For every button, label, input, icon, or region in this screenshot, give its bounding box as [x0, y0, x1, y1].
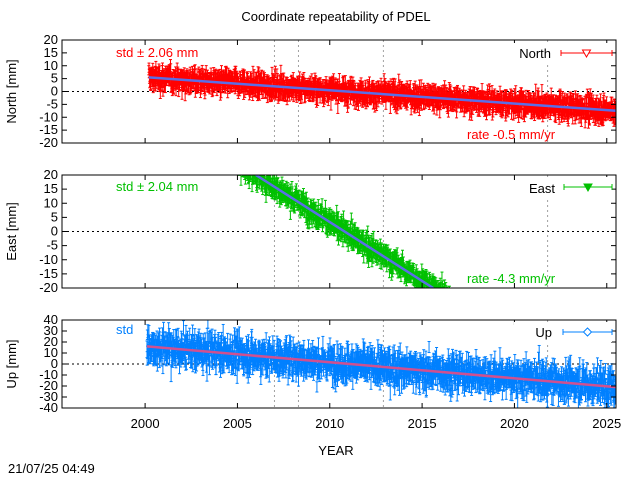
- x-tick-label: 2015: [408, 416, 437, 431]
- y-tick-label: 30: [44, 323, 58, 338]
- legend-east: East: [517, 177, 613, 197]
- y-tick-label: 20: [44, 32, 58, 47]
- y-tick-label: -20: [39, 378, 58, 393]
- y-tick-label: -20: [39, 280, 58, 295]
- chart-title: Coordinate repeatability of PDEL: [241, 9, 430, 24]
- y-tick-label: 0: [51, 356, 58, 371]
- y-tick-label: 20: [44, 167, 58, 182]
- timestamp: 21/07/25 04:49: [8, 461, 95, 476]
- y-tick-label: -15: [39, 266, 58, 281]
- y-tick-label: -10: [39, 252, 58, 267]
- y-tick-label: 15: [44, 45, 58, 60]
- y-tick-label: 10: [44, 195, 58, 210]
- y-axis-label-east: East [mm]: [4, 202, 19, 261]
- legend-label: North: [519, 46, 551, 61]
- std-label-up: std: [116, 322, 133, 337]
- y-tick-label: 10: [44, 58, 58, 73]
- y-tick-label: -20: [39, 135, 58, 150]
- y-tick-label: 10: [44, 345, 58, 360]
- y-axis-label-up: Up [mm]: [4, 339, 19, 388]
- y-tick-label: 5: [51, 71, 58, 86]
- diamond-marker-icon: [582, 327, 593, 337]
- triangle-marker-icon: [581, 49, 592, 59]
- triangle-marker-icon: [583, 183, 593, 193]
- y-tick-label: 20: [44, 334, 58, 349]
- x-axis-label: YEAR: [318, 443, 353, 458]
- rate-label-east: rate -4.3 mm/yr: [467, 271, 556, 286]
- x-tick-label: 2010: [315, 416, 344, 431]
- legend-north: North: [513, 43, 613, 63]
- trend-line-up: [146, 345, 616, 389]
- y-tick-label: -30: [39, 389, 58, 404]
- y-tick-label: -5: [46, 238, 58, 253]
- rate-label-north: rate -0.5 mm/yr: [467, 127, 556, 142]
- y-tick-label: 40: [44, 312, 58, 327]
- legend-label: Up: [535, 325, 552, 340]
- y-tick-label: -10: [39, 367, 58, 382]
- y-tick-label: 5: [51, 209, 58, 224]
- y-axis-label-north: North [mm]: [4, 59, 19, 123]
- y-tick-label: 0: [51, 84, 58, 99]
- y-tick-label: -5: [46, 96, 58, 111]
- std-label-north: std ± 2.06 mm: [116, 45, 198, 60]
- data-points-east: [237, 175, 452, 288]
- x-tick-label: 2000: [131, 416, 160, 431]
- y-tick-label: -10: [39, 109, 58, 124]
- y-tick-label: 0: [51, 224, 58, 239]
- x-tick-label: 2005: [223, 416, 252, 431]
- x-tick-label: 2020: [500, 416, 529, 431]
- y-tick-label: -40: [39, 400, 58, 415]
- legend-up: Up: [514, 322, 613, 342]
- legend-label: East: [529, 181, 555, 196]
- trend-line-east: [255, 175, 434, 288]
- y-tick-label: -15: [39, 122, 58, 137]
- std-label-east: std ± 2.04 mm: [116, 179, 198, 194]
- trend-line-north: [148, 76, 616, 113]
- x-tick-label: 2025: [592, 416, 621, 431]
- y-tick-label: 15: [44, 181, 58, 196]
